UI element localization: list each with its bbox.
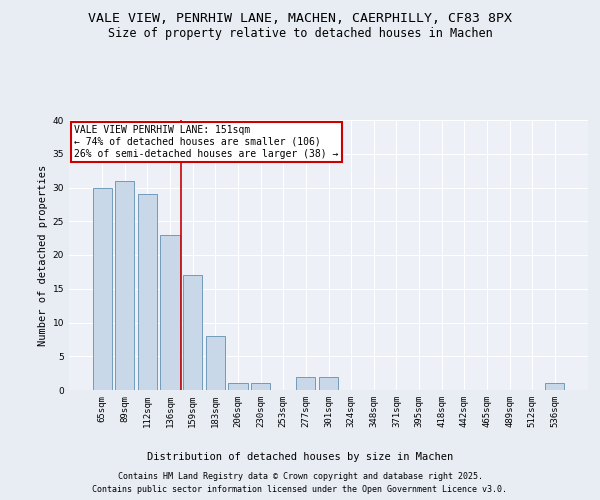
Bar bbox=[319, 376, 338, 390]
Bar bbox=[545, 383, 565, 390]
Bar bbox=[92, 188, 112, 390]
Bar bbox=[251, 383, 270, 390]
Bar bbox=[115, 180, 134, 390]
Text: VALE VIEW, PENRHIW LANE, MACHEN, CAERPHILLY, CF83 8PX: VALE VIEW, PENRHIW LANE, MACHEN, CAERPHI… bbox=[88, 12, 512, 26]
Text: Contains public sector information licensed under the Open Government Licence v3: Contains public sector information licen… bbox=[92, 485, 508, 494]
Text: VALE VIEW PENRHIW LANE: 151sqm
← 74% of detached houses are smaller (106)
26% of: VALE VIEW PENRHIW LANE: 151sqm ← 74% of … bbox=[74, 126, 338, 158]
Bar bbox=[138, 194, 157, 390]
Bar bbox=[183, 275, 202, 390]
Text: Size of property relative to detached houses in Machen: Size of property relative to detached ho… bbox=[107, 28, 493, 40]
Text: Distribution of detached houses by size in Machen: Distribution of detached houses by size … bbox=[147, 452, 453, 462]
Bar bbox=[206, 336, 225, 390]
Text: Contains HM Land Registry data © Crown copyright and database right 2025.: Contains HM Land Registry data © Crown c… bbox=[118, 472, 482, 481]
Y-axis label: Number of detached properties: Number of detached properties bbox=[38, 164, 49, 346]
Bar bbox=[160, 235, 180, 390]
Bar bbox=[296, 376, 316, 390]
Bar bbox=[229, 383, 248, 390]
